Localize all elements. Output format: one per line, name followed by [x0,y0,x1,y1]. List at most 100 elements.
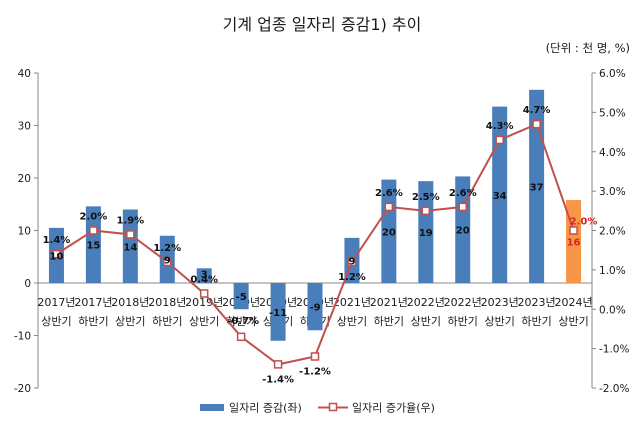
bar-value-label: 9 [348,256,355,267]
category-label: 2024년 상반기 [554,296,592,328]
bar-value-label: 19 [419,228,433,239]
legend-bar-label: 일자리 증감(좌) [229,401,302,415]
rate-marker [532,119,541,129]
rate-marker [310,352,320,361]
bar [270,283,286,341]
rate-marker [89,226,98,235]
bar [529,89,545,283]
category-year: 2019년 [185,296,223,309]
bar [196,268,212,283]
rate-value-label: 2.0% [570,217,598,228]
rate-marker [347,257,357,267]
right-tick-label: 4.0% [599,147,626,159]
category-year: 2018년 [111,296,149,309]
right-axis: -2.0% -1.0% 0.0% 1.0% 2.0% 3.0% 4.0% 5.0% 6.0% [591,68,629,395]
rate-value-label: 2.5% [412,192,440,203]
rate-line [52,119,578,369]
right-tick-label: 0.0% [599,304,626,316]
category-year: 2017년 [37,296,75,309]
left-tick-label: -20 [14,383,31,395]
left-tick-label: 40 [18,68,31,80]
right-tick-label: 3.0% [599,186,626,198]
right-tick-label: -2.0% [599,383,629,395]
bar-value-label: 10 [50,251,64,262]
category-year: 2023년 [518,296,556,309]
category-year: 2023년 [481,296,519,309]
right-tick-label: 1.0% [599,265,626,277]
bar-value-label: 3 [201,269,208,280]
rate-value-label: 0.4% [190,275,218,286]
bar-value-label: -11 [269,308,287,319]
rate-value-label: 1.2% [338,272,366,283]
category-year: 2017년 [74,296,112,309]
category-year: 2018년 [148,296,186,309]
right-tick-label: -1.0% [599,344,629,356]
category-half: 하반기 [226,314,256,328]
left-tick-label: 20 [18,173,31,185]
rate-value-label: -1.2% [299,367,331,378]
rate-marker [458,202,467,212]
category-year: 2021년 [370,296,408,309]
category-half: 상반기 [484,315,514,328]
rate-marker [569,226,578,235]
rate-marker [495,135,504,145]
rate-value-label: 1.4% [43,235,71,246]
rate-marker [52,249,61,259]
rate-value-label: -0.7% [227,316,259,327]
rate-value-label: 2.6% [375,188,403,199]
category-half: 하반기 [448,314,478,328]
bar [492,106,508,283]
rate-value-label: 4.7% [523,105,551,116]
rate-marker [421,206,431,216]
bar-value-label: 9 [164,255,171,266]
bar-value-label: 16 [567,238,581,249]
bar [233,283,249,310]
category-half: 하반기 [78,314,108,328]
category-label: 2023년 하반기 [518,296,556,328]
left-tick-label: 10 [18,226,31,238]
legend: 일자리 증감(좌) 일자리 증가율(우) [200,401,435,415]
unit-note: (단위 : 천 명, %) [546,41,630,55]
category-half: 하반기 [374,314,404,328]
category-half: 상반기 [337,315,367,328]
legend-bar-swatch [200,404,224,411]
bar-value-label: 15 [86,241,100,252]
rate-marker [199,289,209,298]
rate-marker [236,332,246,342]
rate-marker [163,257,172,267]
chart-title: 기계 업종 일자리 증감1) 추이 [223,15,422,34]
legend-line-label: 일자리 증가율(우) [352,401,435,415]
category-label: 2019년하반기 [222,296,260,328]
left-tick-label: 0 [24,278,31,290]
category-half: 상반기 [41,315,71,328]
category-label: 2022년 상반기 [407,296,445,328]
rate-marker [384,202,394,212]
bar-value-label: -9 [309,303,320,314]
bar [122,209,138,283]
bar-value-label: -5 [236,292,247,303]
rate-value-label: 4.3% [486,121,514,132]
legend-line-marker [328,402,338,412]
category-year: 2022년 [444,296,482,309]
category-label: 2018년 하반기 [148,296,186,328]
rate-value-label: 1.9% [116,215,144,226]
category-half: 상반기 [558,315,588,328]
left-axis: -20 -10 0 10 20 30 40 [14,68,39,395]
rate-value-label: -1.4% [262,374,294,385]
bar-value-label: 14 [123,242,137,253]
data-labels: 10 15 14 9 3 -5 -11 -9 9 20 19 20 34 37 16 1.4% 2.0% 1.9%… [43,105,598,385]
category-half: 상반기 [115,315,145,328]
right-tick-label: 6.0% [599,68,626,80]
rate-value-label: 2.6% [449,188,477,199]
category-year: 2021년 [333,296,371,309]
rate-value-label: 2.0% [80,212,108,223]
right-tick-label: 2.0% [599,226,626,238]
